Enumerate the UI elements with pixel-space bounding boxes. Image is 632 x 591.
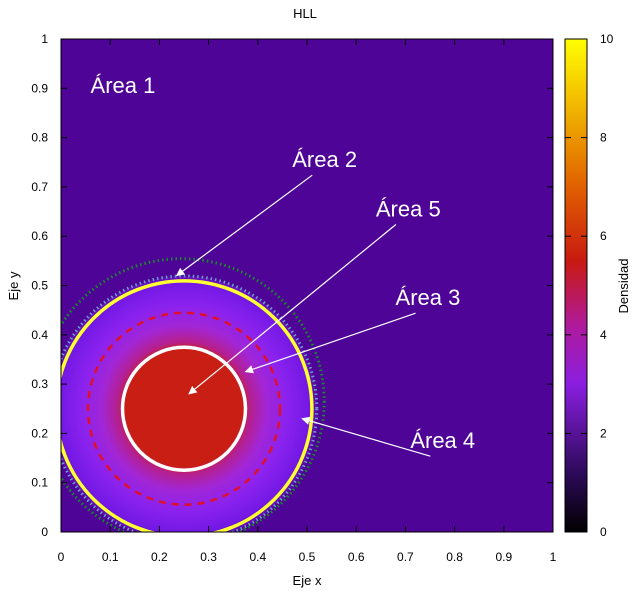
y-tick-label: 0.5: [31, 279, 48, 293]
x-tick-label: 0.5: [299, 550, 316, 564]
annotation-arrow: [175, 174, 313, 277]
annotation-arrow: [188, 224, 397, 395]
colorbar-tick-label: 10: [600, 32, 614, 46]
x-tick-label: 0.7: [397, 550, 414, 564]
y-tick-label: 0.7: [31, 180, 48, 194]
annotation-arrow: [244, 312, 416, 374]
colorbar-tick-label: 6: [600, 229, 607, 243]
y-tick-label: 0.3: [31, 377, 48, 391]
x-axis-label: Eje x: [293, 573, 322, 588]
x-tick-label: 0.9: [495, 550, 512, 564]
y-tick-label: 1: [41, 32, 48, 46]
y-axis-label: Eje y: [6, 271, 21, 300]
annotation-label: Área 2: [292, 147, 357, 172]
axis-ticks: 0 0.1 0.2 0.3 0.4 0.5 0.6 0.7 0.8 0.9 1 0 0.1 0.2 0.3 0…: [31, 32, 556, 564]
colorbar-label: Densidad: [616, 259, 631, 314]
contour-white-solid: [120, 345, 248, 472]
colorbar-ticks: 0 2 4 6 8 10: [565, 32, 614, 539]
y-tick-label: 0: [41, 525, 48, 539]
annotation-label: Área 3: [396, 285, 461, 310]
density-blast-region: [61, 275, 317, 532]
x-tick-label: 0.2: [151, 550, 168, 564]
colorbar: 0 2 4 6 8 10 Densidad: [564, 32, 631, 539]
colorbar-gradient: [564, 38, 588, 533]
annotation-group: Área 1 Área 2 Área 5 Área 3 Área 4: [91, 73, 475, 457]
y-tick-label: 0.1: [31, 476, 48, 490]
colorbar-tick-label: 8: [600, 131, 607, 145]
colorbar-tick-label: 4: [600, 328, 607, 342]
y-tick-label: 0.6: [31, 229, 48, 243]
x-tick-label: 0.8: [446, 550, 463, 564]
x-tick-label: 0.1: [102, 550, 119, 564]
contour-red-dashed: [86, 311, 282, 506]
y-tick-label: 0.8: [31, 131, 48, 145]
x-tick-label: 0.4: [249, 550, 266, 564]
contour-green-dotted: [61, 257, 326, 532]
annotation-label: Área 5: [376, 196, 441, 221]
chart-title: HLL: [293, 6, 317, 21]
annotation-label: Área 4: [410, 428, 475, 453]
colorbar-tick-label: 2: [600, 426, 607, 440]
annotation-arrow: [301, 416, 431, 457]
x-tick-label: 0: [58, 550, 65, 564]
annotation-label: Área 1: [91, 73, 156, 98]
plot-area: 0 0.1 0.2 0.3 0.4 0.5 0.6 0.7 0.8 0.9 1 0 0.1 0.2 0.3 0…: [31, 32, 556, 564]
x-tick-label: 1: [550, 550, 557, 564]
y-tick-label: 0.2: [31, 426, 48, 440]
y-tick-label: 0.4: [31, 328, 48, 342]
contour-yellow-solid: [61, 279, 314, 532]
x-tick-label: 0.6: [348, 550, 365, 564]
y-tick-label: 0.9: [31, 81, 48, 95]
x-tick-label: 0.3: [200, 550, 217, 564]
colorbar-tick-label: 0: [600, 525, 607, 539]
